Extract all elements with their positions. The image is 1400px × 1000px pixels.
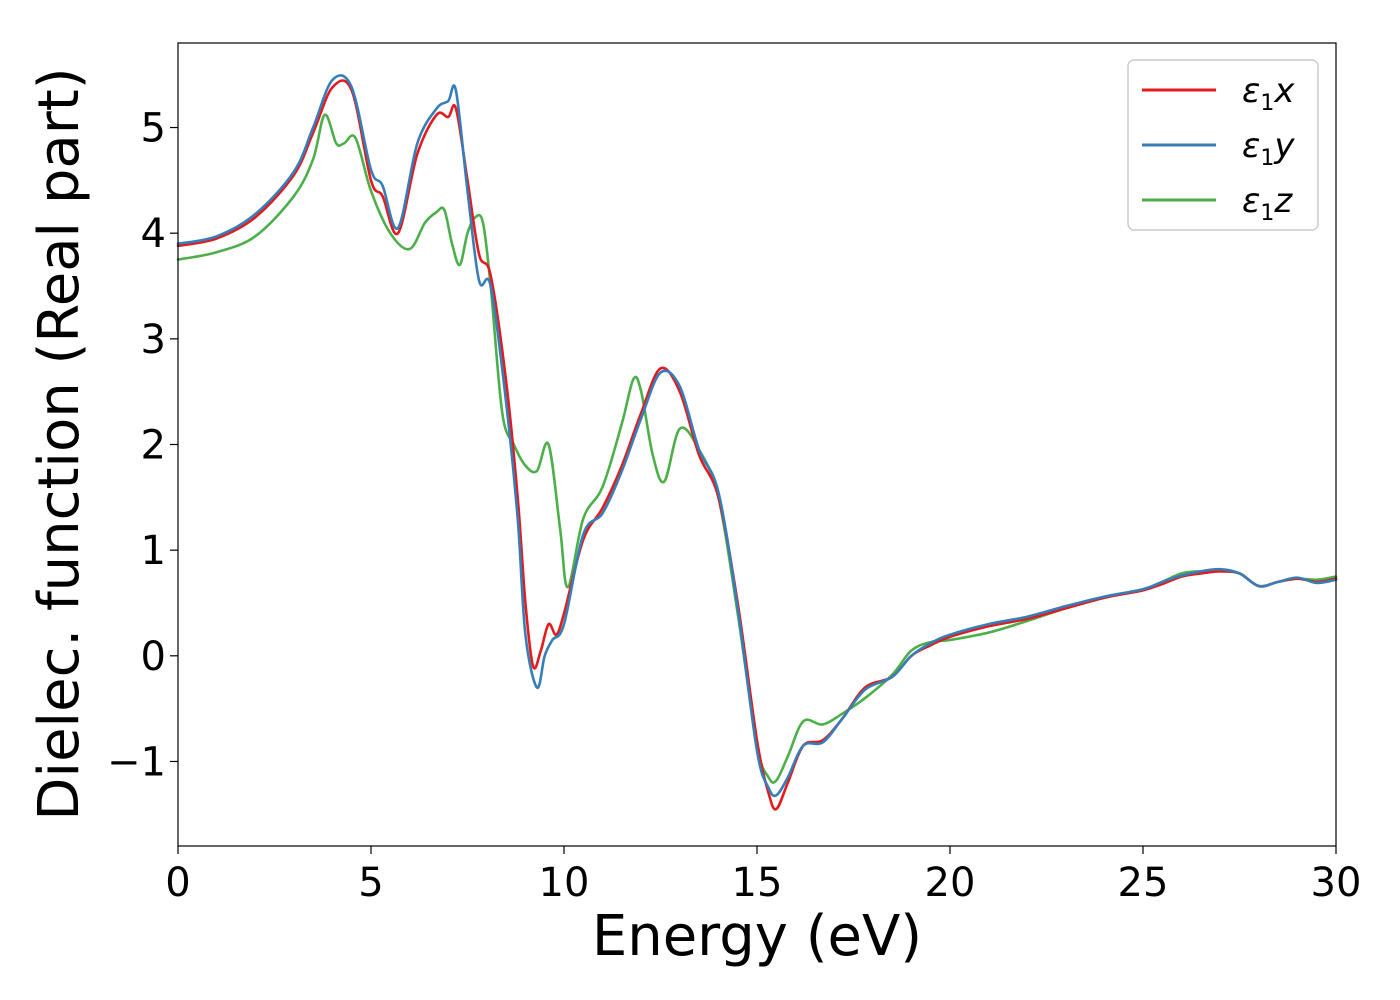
legend: ε1x ε1y ε1z — [1127, 59, 1319, 231]
legend-label-y: ε1y — [1242, 126, 1295, 171]
series-lines — [176, 74, 1338, 811]
y-tick-label: 2 — [141, 423, 166, 469]
y-tick-label: 4 — [141, 211, 166, 257]
x-tick-label: 25 — [1118, 860, 1169, 906]
x-tick-label: 10 — [539, 860, 590, 906]
y-tick-label: 5 — [141, 106, 166, 152]
x-tick-label: 0 — [165, 860, 190, 906]
legend-label-x: ε1x — [1242, 71, 1295, 116]
x-tick-label: 5 — [358, 860, 383, 906]
y-tick-label: −1 — [107, 739, 166, 785]
y-axis-title: Dielec. function (Real part) — [27, 67, 92, 820]
series-line-y — [176, 74, 1338, 798]
x-axis-ticks: 0 5 10 15 20 25 30 — [165, 846, 1361, 906]
legend-box — [1127, 59, 1319, 231]
x-tick-label: 30 — [1311, 860, 1362, 906]
x-tick-label: 20 — [925, 860, 976, 906]
y-tick-label: 0 — [141, 634, 166, 680]
y-tick-label: 3 — [141, 317, 166, 363]
x-tick-label: 15 — [732, 860, 783, 906]
x-axis-title: Energy (eV) — [592, 904, 922, 969]
legend-label-z: ε1z — [1242, 181, 1293, 226]
y-tick-label: 1 — [141, 528, 166, 574]
y-axis-ticks: −1 0 1 2 3 4 5 — [107, 106, 178, 785]
